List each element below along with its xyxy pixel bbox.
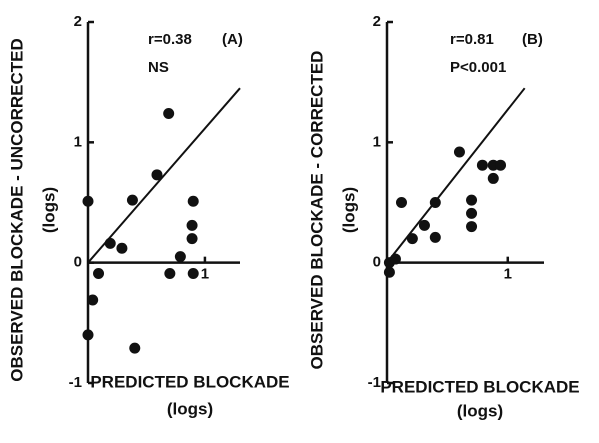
point bbox=[104, 237, 116, 249]
annotation: P<0.001 bbox=[450, 59, 506, 76]
point bbox=[82, 195, 94, 207]
annotation: NS bbox=[148, 59, 169, 76]
point bbox=[418, 219, 430, 231]
y-tick-label: -1 bbox=[69, 374, 82, 391]
y-tick-label: 1 bbox=[373, 133, 381, 150]
x-tick-label: 1 bbox=[201, 266, 209, 283]
point bbox=[126, 194, 138, 206]
point bbox=[186, 233, 198, 245]
point bbox=[476, 159, 488, 171]
y-tick-label: 1 bbox=[74, 133, 82, 150]
point bbox=[389, 253, 401, 265]
x-axis-label: PREDICTED BLOCKADE bbox=[380, 377, 579, 396]
fit-line bbox=[386, 87, 526, 264]
point bbox=[429, 197, 441, 208]
point bbox=[174, 251, 186, 263]
x-axis-label: PREDICTED BLOCKADE bbox=[90, 372, 289, 391]
x-tick-label: 1 bbox=[504, 266, 512, 283]
fit-line bbox=[87, 87, 241, 264]
annotation: (B) bbox=[522, 31, 543, 48]
point bbox=[453, 146, 465, 158]
annotation: r=0.81 bbox=[450, 31, 494, 48]
point bbox=[151, 169, 163, 181]
y-axis-label: OBSERVED BLOCKADE - CORRECTED bbox=[307, 51, 326, 370]
annotation: (A) bbox=[222, 31, 243, 48]
y-tick-label: -1 bbox=[368, 374, 381, 391]
point bbox=[466, 194, 478, 206]
point bbox=[129, 342, 141, 354]
point bbox=[164, 267, 176, 279]
point bbox=[466, 207, 478, 219]
y-tick-label: 0 bbox=[373, 254, 381, 271]
point bbox=[187, 267, 199, 279]
y-axis-unit: (logs) bbox=[39, 187, 58, 233]
point bbox=[82, 329, 94, 341]
point bbox=[87, 294, 99, 306]
y-tick-label: 0 bbox=[74, 254, 82, 271]
y-axis-unit: (logs) bbox=[339, 187, 358, 233]
y-tick-label: 2 bbox=[74, 13, 82, 30]
point bbox=[429, 231, 441, 243]
y-tick-label: 2 bbox=[373, 13, 381, 30]
point bbox=[406, 233, 418, 245]
point bbox=[187, 195, 199, 207]
point bbox=[495, 159, 507, 171]
point bbox=[186, 219, 198, 231]
point bbox=[163, 107, 175, 119]
point bbox=[487, 172, 499, 184]
annotation: r=0.38 bbox=[148, 31, 192, 48]
point bbox=[383, 266, 395, 278]
point bbox=[116, 242, 128, 254]
point bbox=[466, 221, 478, 233]
point bbox=[93, 267, 105, 279]
point bbox=[395, 197, 407, 208]
x-axis-unit: (logs) bbox=[457, 401, 503, 420]
y-axis-label: OBSERVED BLOCKADE - UNCORRECTED bbox=[7, 38, 26, 382]
x-axis-unit: (logs) bbox=[167, 399, 213, 418]
